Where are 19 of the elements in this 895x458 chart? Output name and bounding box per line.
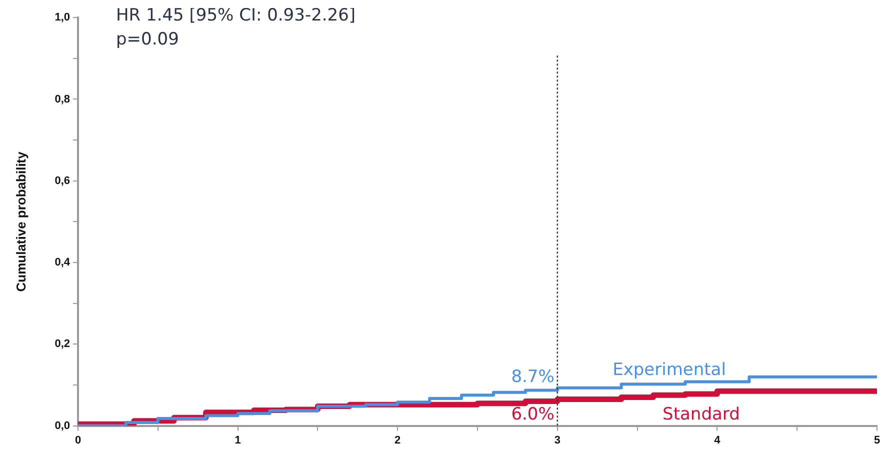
annotation: HR 1.45 [95% CI: 0.93-2.26] bbox=[116, 6, 356, 26]
x-tick-label: 2 bbox=[394, 434, 401, 446]
y-tick-label: 1,0 bbox=[54, 12, 70, 24]
x-tick-label: 5 bbox=[874, 434, 880, 446]
y-tick-label: 0,6 bbox=[54, 174, 70, 187]
y-tick-label: 0,2 bbox=[54, 338, 70, 350]
x-tick-label: 4 bbox=[714, 434, 722, 446]
series-label: Standard bbox=[662, 404, 740, 425]
y-tick-label: 0,4 bbox=[54, 256, 71, 269]
annotation: 6.0% bbox=[511, 404, 554, 425]
x-tick-label: 0 bbox=[74, 434, 82, 446]
x-tick-label: 3 bbox=[554, 434, 560, 446]
series-label: Experimental bbox=[612, 360, 726, 380]
annotation: p=0.09 bbox=[116, 30, 179, 50]
x-tick-label: 1 bbox=[234, 434, 241, 446]
annotation: 8.7% bbox=[511, 367, 554, 388]
y-axis-title: Cumulative probability bbox=[13, 150, 28, 292]
y-tick-label: 0,8 bbox=[54, 93, 70, 106]
y-tick-label: 0,0 bbox=[54, 420, 70, 432]
